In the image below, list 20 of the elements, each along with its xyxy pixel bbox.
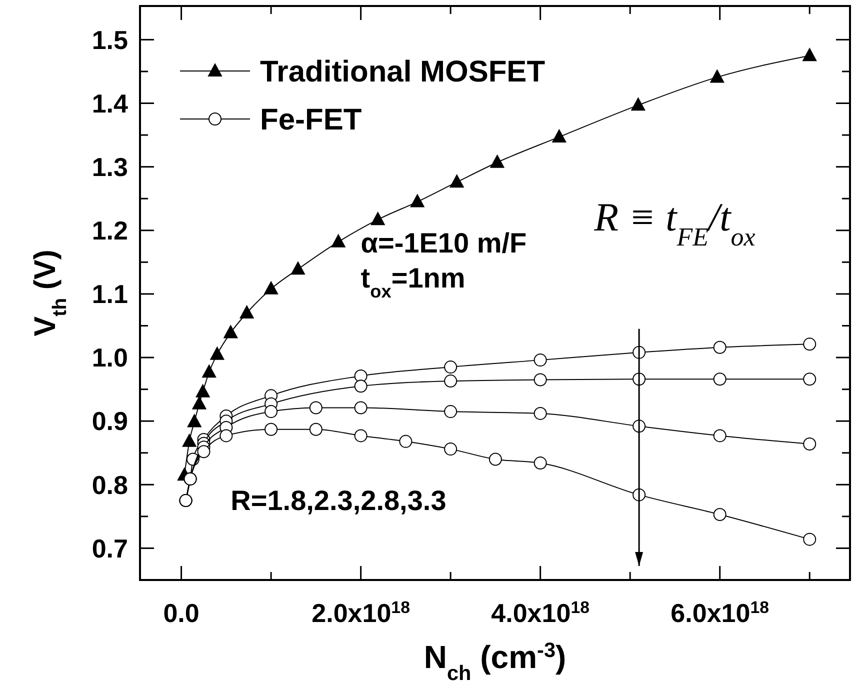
y-tick-label: 1.4 bbox=[92, 88, 129, 118]
y-tick-label: 1.2 bbox=[92, 215, 128, 246]
x-tick-label: 2.0x10$^{18}$ bbox=[312, 598, 410, 628]
y-tick-label: 0.7 bbox=[92, 533, 128, 564]
annotation: R=1.8,2.3,2.8,3.3 bbox=[230, 485, 446, 516]
y-tick-label: 1.0 bbox=[92, 342, 128, 373]
y-tick-label: 0.9 bbox=[92, 406, 128, 436]
y-tick-label: 0.8 bbox=[92, 470, 128, 500]
legend-label: Fe-FET bbox=[260, 104, 362, 136]
x-axis-title: N$_{ch}$ (cm$^{-3}$) bbox=[424, 638, 566, 683]
y-tick-label: 1.1 bbox=[92, 279, 128, 310]
annotation: α=-1E10 m/F bbox=[360, 228, 527, 259]
y-tick-label: 1.3 bbox=[92, 152, 128, 182]
annotation: R ≡ t$_{FE}$/t$_{ox}$ bbox=[593, 194, 756, 251]
x-tick-label: 4.0x10$^{18}$ bbox=[491, 598, 590, 628]
y-tick-label: 1.5 bbox=[92, 24, 128, 55]
x-tick-label: 0.0 bbox=[163, 598, 200, 628]
x-tick-label: 6.0x10$^{18}$ bbox=[670, 598, 770, 628]
annotation: t$_{ox}$=1nm bbox=[360, 262, 466, 302]
legend-label: Traditional MOSFET bbox=[260, 56, 546, 88]
